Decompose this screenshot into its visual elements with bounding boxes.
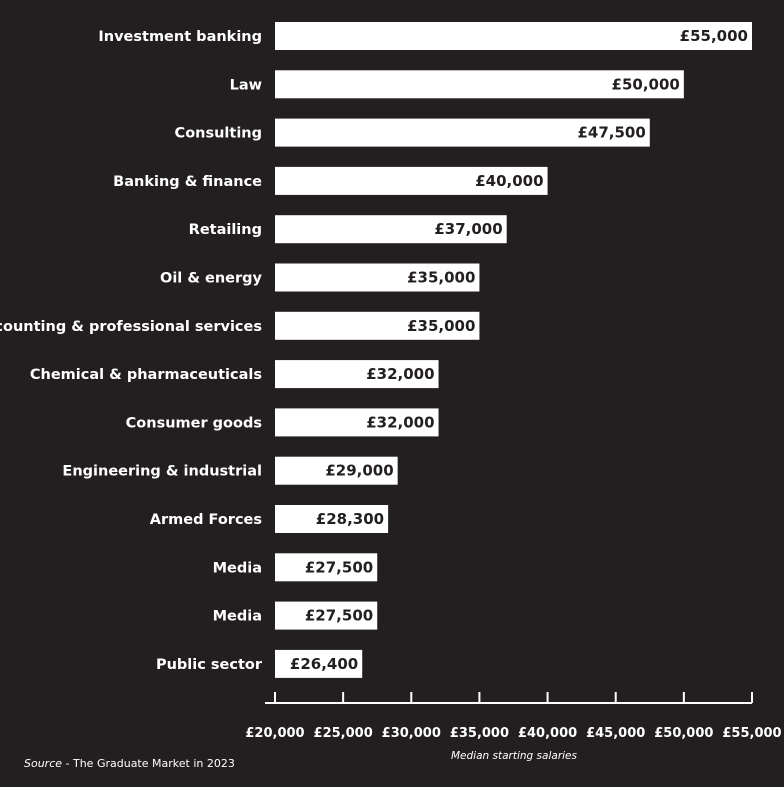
value-label: £47,500 bbox=[577, 124, 645, 142]
x-tick-label: £35,000 bbox=[450, 726, 509, 741]
bar bbox=[275, 311, 480, 340]
bar bbox=[275, 456, 398, 485]
value-label: £55,000 bbox=[680, 27, 748, 45]
x-tick-label: £40,000 bbox=[518, 726, 577, 741]
value-label: £27,500 bbox=[305, 607, 373, 625]
value-label: £28,300 bbox=[316, 510, 384, 528]
category-label: Accounting & professional services bbox=[0, 319, 262, 335]
value-label: £35,000 bbox=[407, 269, 475, 287]
source-prefix: Source bbox=[24, 757, 63, 770]
x-tick-label: £30,000 bbox=[382, 726, 441, 741]
source-text: - The Graduate Market in 2023 bbox=[62, 757, 235, 770]
value-label: £37,000 bbox=[434, 220, 502, 238]
category-label: Armed Forces bbox=[150, 512, 262, 528]
bar bbox=[275, 649, 363, 678]
value-label: £29,000 bbox=[325, 462, 393, 480]
category-label: Media bbox=[213, 560, 262, 576]
bar bbox=[275, 22, 752, 50]
bar bbox=[275, 408, 439, 437]
x-axis: £20,000 £25,000 £30,000 £35,000 £40,000 £45,0… bbox=[245, 692, 782, 741]
category-label: Consumer goods bbox=[126, 415, 262, 431]
value-label: £32,000 bbox=[366, 365, 434, 383]
source-note: Source - The Graduate Market in 2023 bbox=[24, 757, 235, 770]
bar bbox=[275, 118, 650, 147]
value-label: £40,000 bbox=[475, 172, 543, 190]
bar bbox=[275, 505, 389, 533]
category-label: Law bbox=[230, 77, 262, 93]
category-label: Engineering & industrial bbox=[62, 464, 262, 480]
bar bbox=[275, 166, 548, 195]
category-label: Oil & energy bbox=[160, 271, 263, 287]
value-label: £32,000 bbox=[366, 413, 434, 431]
x-tick-label: £25,000 bbox=[314, 726, 373, 741]
x-tick-label: £50,000 bbox=[654, 726, 713, 741]
category-label: Chemical & pharmaceuticals bbox=[30, 367, 262, 383]
bar bbox=[275, 553, 378, 582]
category-label: Consulting bbox=[175, 126, 262, 142]
bar bbox=[275, 215, 507, 244]
category-label: Investment banking bbox=[98, 29, 262, 45]
value-label: £50,000 bbox=[612, 75, 680, 93]
value-label: £26,400 bbox=[290, 655, 358, 673]
bar bbox=[275, 263, 480, 292]
value-label: £27,500 bbox=[305, 558, 373, 576]
bar bbox=[275, 601, 378, 630]
x-tick-label: £45,000 bbox=[586, 726, 645, 741]
x-tick-label: £55,000 bbox=[722, 726, 781, 741]
bar bbox=[275, 70, 684, 99]
category-label: Banking & finance bbox=[113, 174, 262, 190]
x-tick-label: £20,000 bbox=[245, 726, 304, 741]
category-label: Public sector bbox=[156, 657, 263, 673]
bar bbox=[275, 360, 439, 389]
value-label: £35,000 bbox=[407, 317, 475, 335]
bars: Investment banking £55,000 Law £50,000 Consu… bbox=[0, 22, 752, 678]
x-axis-title: Median starting salaries bbox=[451, 750, 578, 762]
category-label: Media bbox=[213, 609, 262, 625]
category-label: Retailing bbox=[189, 222, 262, 238]
